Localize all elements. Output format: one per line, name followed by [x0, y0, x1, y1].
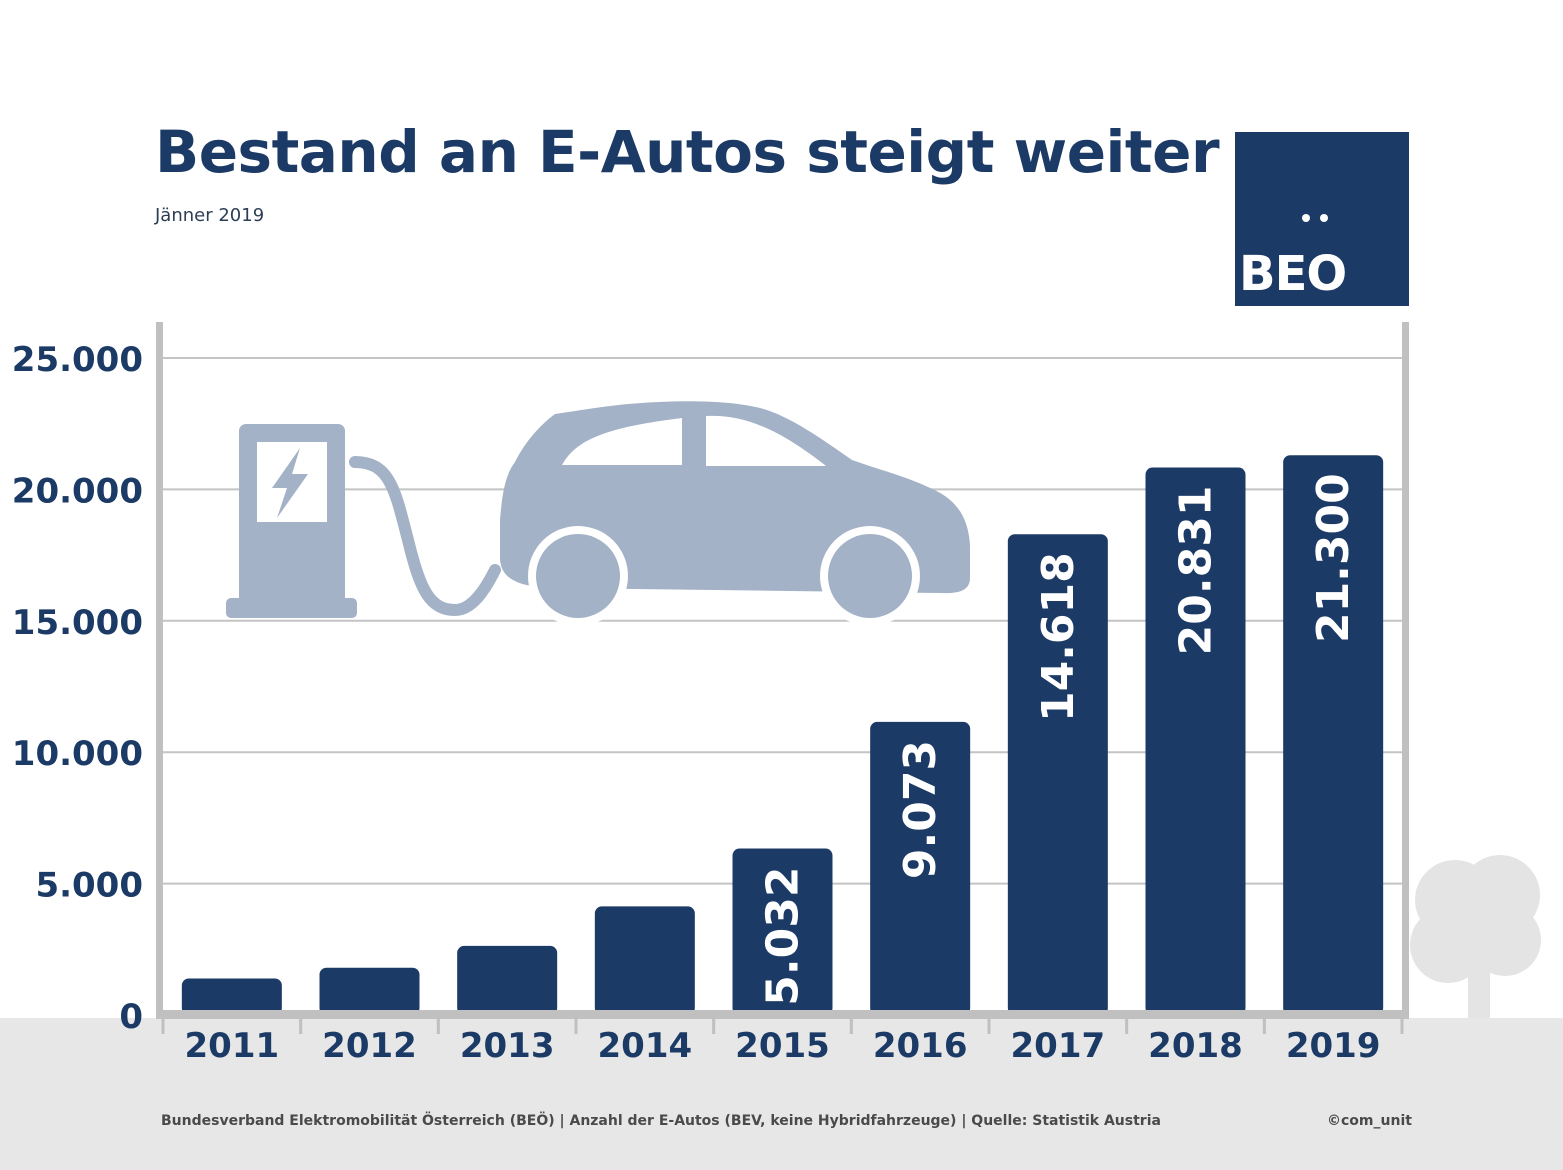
ev-charging-station-icon [226, 424, 501, 618]
bar-data-label: 9.073 [895, 740, 946, 879]
bar-data-label: 21.300 [1308, 473, 1359, 643]
y-tick-label: 10.000 [12, 734, 143, 774]
bar [319, 967, 420, 1015]
bar [181, 978, 282, 1015]
axis-frame [156, 322, 1409, 1034]
logo-dot-left [1302, 214, 1310, 222]
x-tick-label: 2013 [460, 1026, 555, 1066]
left-axis-post [156, 322, 163, 1018]
electric-car-icon [500, 401, 970, 626]
y-tick-label: 5.000 [35, 866, 143, 906]
y-tick-label: 25.000 [12, 340, 143, 380]
credit: ©com_unit [1327, 1113, 1412, 1129]
y-tick-label: 0 [119, 997, 143, 1037]
bar [1283, 455, 1384, 1016]
x-axis-baseline [156, 1010, 1409, 1019]
x-tick-label: 2015 [735, 1026, 830, 1066]
subtitle-date: Jänner 2019 [155, 205, 265, 226]
source-note: Bundesverband Elektromobilität Österreic… [161, 1113, 1161, 1129]
logo-dot-right [1320, 214, 1328, 222]
beo-logo: BEO [1235, 132, 1409, 306]
bar-data-label: 14.618 [1033, 552, 1084, 722]
y-tick-label: 15.000 [12, 603, 143, 643]
bars: 5.032 9.073 14.618 20.831 21.300 [181, 455, 1384, 1016]
y-tick-label: 20.000 [12, 471, 143, 511]
x-tick-label: 2014 [598, 1026, 693, 1066]
x-tick-label: 2019 [1286, 1026, 1381, 1066]
bar [1007, 534, 1108, 1015]
bar-data-label: 20.831 [1171, 486, 1222, 656]
logo-text: BEO [1239, 246, 1347, 302]
x-tick-label: 2017 [1011, 1026, 1106, 1066]
page-title: Bestand an E-Autos steigt weiter [155, 118, 1220, 186]
x-tick-label: 2018 [1148, 1026, 1243, 1066]
bar [594, 906, 695, 1015]
bar [732, 848, 833, 1015]
tree-icon [1410, 855, 1541, 1018]
bar [1145, 467, 1246, 1016]
x-tick-labels: 2011 2012 2013 2014 2015 2016 2017 2018 2019 [185, 1026, 1381, 1066]
x-tick-label: 2012 [322, 1026, 417, 1066]
bar [457, 945, 558, 1015]
x-tick-label: 2016 [873, 1026, 968, 1066]
ground-band [0, 1018, 1563, 1170]
y-tick-labels: 0 5.000 10.000 15.000 20.000 25.000 [12, 340, 143, 1037]
bar-data-label: 5.032 [758, 867, 809, 1006]
right-axis-post [1402, 322, 1409, 1018]
bar [870, 721, 971, 1015]
x-tick-label: 2011 [185, 1026, 280, 1066]
